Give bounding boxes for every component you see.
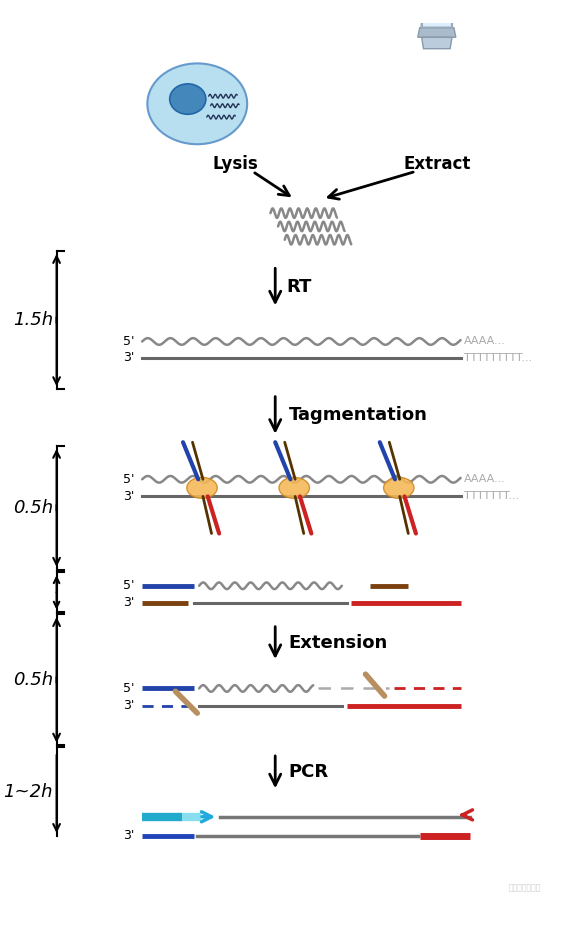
Text: 1.5h: 1.5h (12, 311, 53, 329)
Text: RT: RT (287, 278, 312, 295)
Text: Extract: Extract (403, 155, 470, 172)
Text: TTTTTTT...: TTTTTTT... (465, 491, 520, 501)
Ellipse shape (187, 477, 217, 499)
Text: AAAA...: AAAA... (465, 336, 506, 347)
Ellipse shape (147, 63, 247, 144)
Text: 0.5h: 0.5h (12, 499, 53, 517)
Text: 3': 3' (123, 351, 135, 364)
Text: AAAA...: AAAA... (465, 474, 506, 485)
Polygon shape (418, 28, 456, 37)
Text: Tagmentation: Tagmentation (289, 406, 427, 424)
Polygon shape (421, 37, 452, 48)
Text: 3': 3' (123, 699, 135, 712)
Text: Extension: Extension (289, 634, 388, 651)
Text: 0.5h: 0.5h (12, 671, 53, 689)
Text: 实验室科研战场: 实验室科研战场 (509, 883, 541, 892)
Text: 5': 5' (123, 682, 135, 695)
Ellipse shape (279, 477, 310, 499)
Polygon shape (421, 0, 452, 28)
Text: 5': 5' (123, 335, 135, 348)
Text: 3': 3' (123, 490, 135, 503)
Ellipse shape (383, 477, 414, 499)
Text: TTTTTTTTT...: TTTTTTTTT... (465, 352, 533, 363)
Text: 5': 5' (123, 473, 135, 486)
Text: 5': 5' (123, 580, 135, 592)
Text: 3': 3' (123, 829, 135, 843)
Ellipse shape (170, 84, 206, 115)
Text: Lysis: Lysis (212, 155, 258, 172)
Text: 3': 3' (123, 596, 135, 610)
Text: PCR: PCR (289, 763, 329, 781)
Text: 1~2h: 1~2h (3, 783, 53, 801)
